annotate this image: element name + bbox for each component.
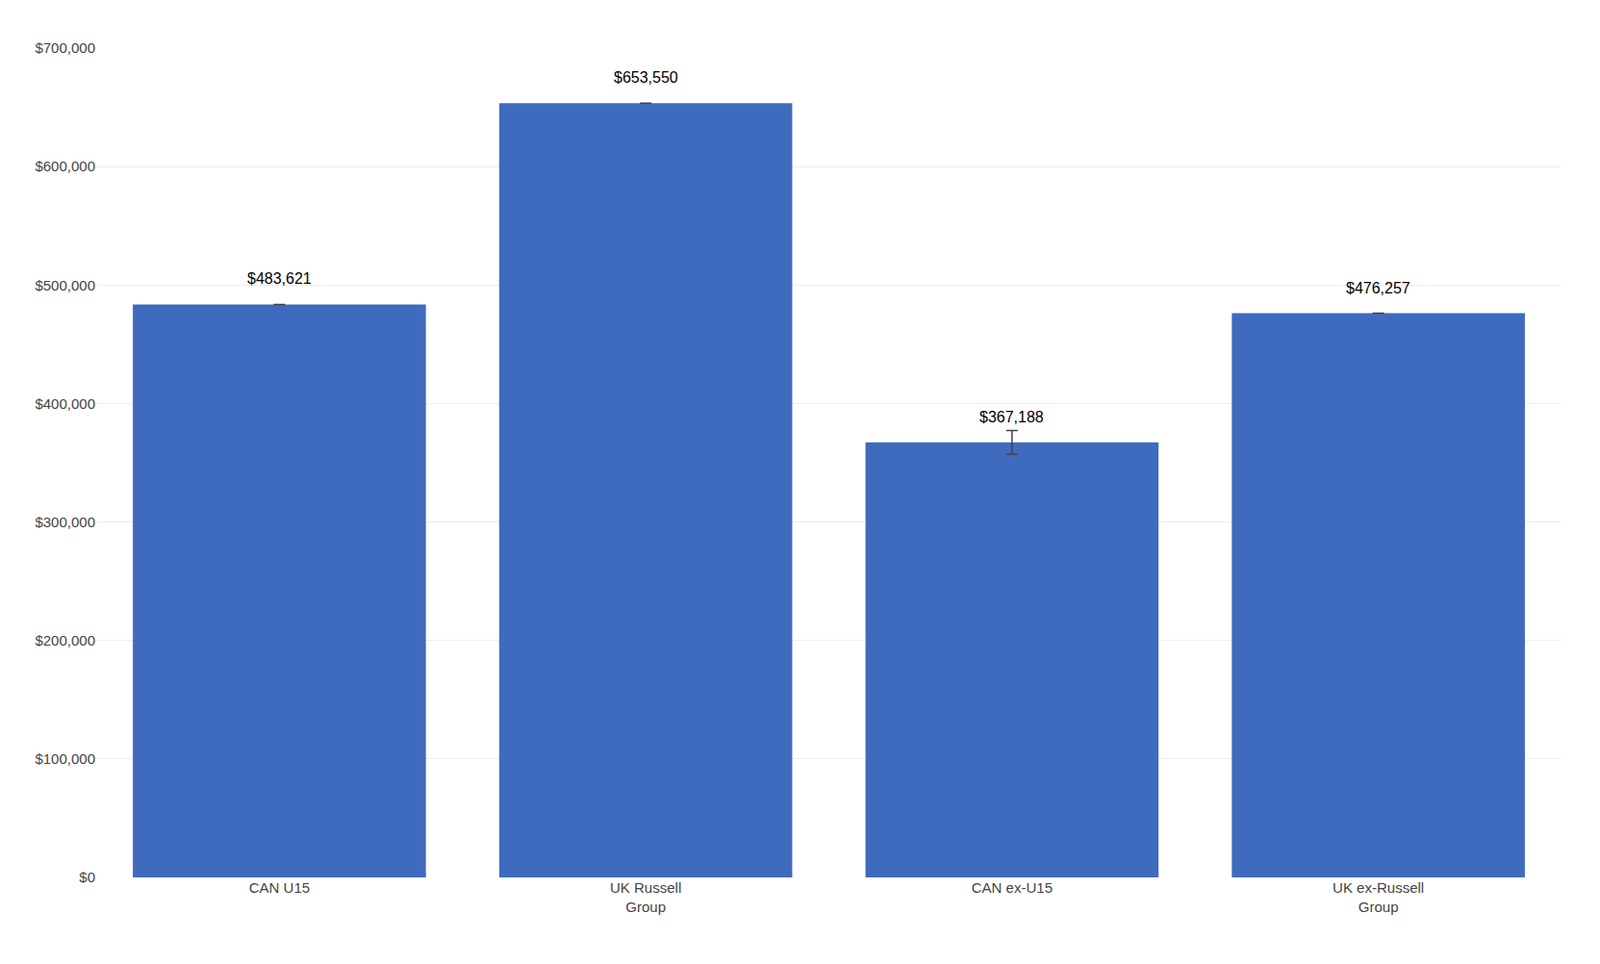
svg-text:$476,257: $476,257 <box>1346 279 1411 297</box>
svg-text:$483,621: $483,621 <box>247 270 312 287</box>
svg-text:$367,188: $367,188 <box>979 408 1044 426</box>
svg-text:$600,000: $600,000 <box>34 157 96 175</box>
svg-text:$200,000: $200,000 <box>34 632 96 649</box>
svg-text:$653,550: $653,550 <box>613 69 679 86</box>
svg-text:UK RussellGroup: UK RussellGroup <box>609 879 682 915</box>
svg-text:$400,000: $400,000 <box>34 395 96 412</box>
svg-text:$100,000: $100,000 <box>34 750 96 767</box>
svg-text:$300,000: $300,000 <box>34 513 96 531</box>
svg-text:UK ex-RussellGroup: UK ex-RussellGroup <box>1332 879 1424 915</box>
svg-text:$0: $0 <box>78 868 96 886</box>
svg-text:$700,000: $700,000 <box>34 39 96 56</box>
svg-text:CAN ex-U15: CAN ex-U15 <box>971 879 1053 896</box>
svg-text:CAN U15: CAN U15 <box>249 879 310 896</box>
svg-text:$500,000: $500,000 <box>34 277 96 294</box>
